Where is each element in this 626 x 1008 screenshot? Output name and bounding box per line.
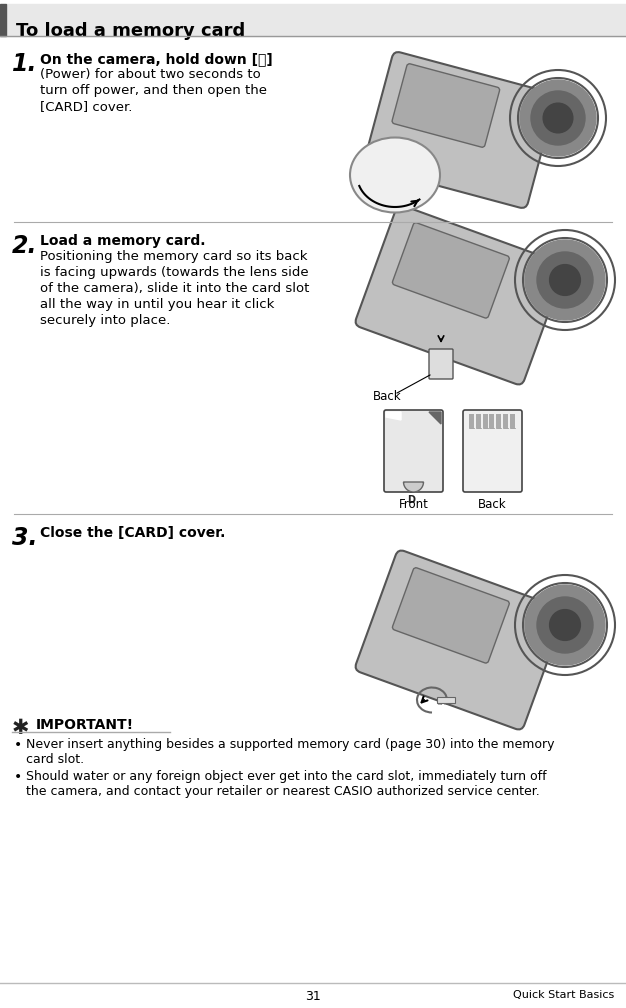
Text: Back: Back: [373, 390, 402, 403]
Polygon shape: [386, 412, 401, 420]
Text: Back: Back: [478, 498, 507, 511]
Bar: [469, 414, 474, 428]
Text: (Power) for about two seconds to: (Power) for about two seconds to: [40, 68, 261, 81]
Circle shape: [525, 240, 605, 320]
Text: m
i
c
r
o
S
D: m i c r o S D: [406, 435, 416, 505]
Text: 3.: 3.: [12, 526, 38, 550]
Polygon shape: [429, 412, 441, 424]
Circle shape: [550, 610, 580, 640]
Bar: [6, 4, 626, 36]
Text: 1.: 1.: [12, 52, 38, 76]
Bar: [503, 414, 508, 428]
Text: Should water or any foreign object ever get into the card slot, immediately turn: Should water or any foreign object ever …: [26, 770, 546, 783]
Text: the camera, and contact your retailer or nearest CASIO authorized service center: the camera, and contact your retailer or…: [26, 785, 540, 798]
FancyBboxPatch shape: [429, 349, 453, 379]
Bar: [437, 697, 455, 703]
Circle shape: [531, 91, 585, 145]
Circle shape: [550, 265, 580, 295]
Text: [CARD] cover.: [CARD] cover.: [40, 100, 132, 113]
Bar: [510, 414, 515, 428]
Text: ✱: ✱: [12, 718, 29, 738]
Text: card slot.: card slot.: [26, 753, 84, 766]
Text: is facing upwards (towards the lens side: is facing upwards (towards the lens side: [40, 266, 309, 279]
Text: CARD: CARD: [437, 700, 456, 706]
Text: 31: 31: [305, 990, 321, 1003]
Text: To load a memory card: To load a memory card: [16, 22, 245, 40]
Circle shape: [537, 252, 593, 308]
Text: On the camera, hold down [⏻]: On the camera, hold down [⏻]: [40, 52, 273, 66]
FancyBboxPatch shape: [392, 64, 500, 147]
Bar: [496, 414, 501, 428]
Bar: [0, 4, 6, 36]
FancyBboxPatch shape: [393, 568, 510, 663]
Bar: [476, 414, 481, 428]
Text: turn off power, and then open the: turn off power, and then open the: [40, 84, 267, 97]
Wedge shape: [404, 482, 424, 492]
Text: CARD: CARD: [372, 178, 391, 184]
Text: Quick Start Basics: Quick Start Basics: [513, 990, 614, 1000]
Circle shape: [543, 103, 573, 133]
Text: securely into place.: securely into place.: [40, 314, 170, 327]
Text: Load a memory card.: Load a memory card.: [40, 234, 205, 248]
Text: Close the [CARD] cover.: Close the [CARD] cover.: [40, 526, 225, 540]
Circle shape: [537, 597, 593, 653]
Text: all the way in until you hear it click: all the way in until you hear it click: [40, 298, 274, 311]
Text: •: •: [14, 770, 23, 784]
FancyBboxPatch shape: [356, 206, 565, 384]
Text: Never insert anything besides a supported memory card (page 30) into the memory: Never insert anything besides a supporte…: [26, 738, 555, 751]
Ellipse shape: [350, 137, 440, 213]
Text: of the camera), slide it into the card slot: of the camera), slide it into the card s…: [40, 282, 309, 295]
FancyBboxPatch shape: [356, 550, 565, 730]
Text: 2.: 2.: [12, 234, 38, 258]
FancyBboxPatch shape: [393, 223, 510, 319]
Circle shape: [525, 585, 605, 665]
Text: Positioning the memory card so its back: Positioning the memory card so its back: [40, 250, 307, 263]
Text: IMPORTANT!: IMPORTANT!: [36, 718, 134, 732]
Text: •: •: [14, 738, 23, 752]
Bar: [483, 414, 488, 428]
FancyBboxPatch shape: [364, 52, 556, 208]
FancyBboxPatch shape: [384, 410, 443, 492]
Text: Front: Front: [399, 498, 428, 511]
Circle shape: [520, 80, 596, 156]
FancyBboxPatch shape: [463, 410, 522, 492]
Bar: [490, 414, 495, 428]
